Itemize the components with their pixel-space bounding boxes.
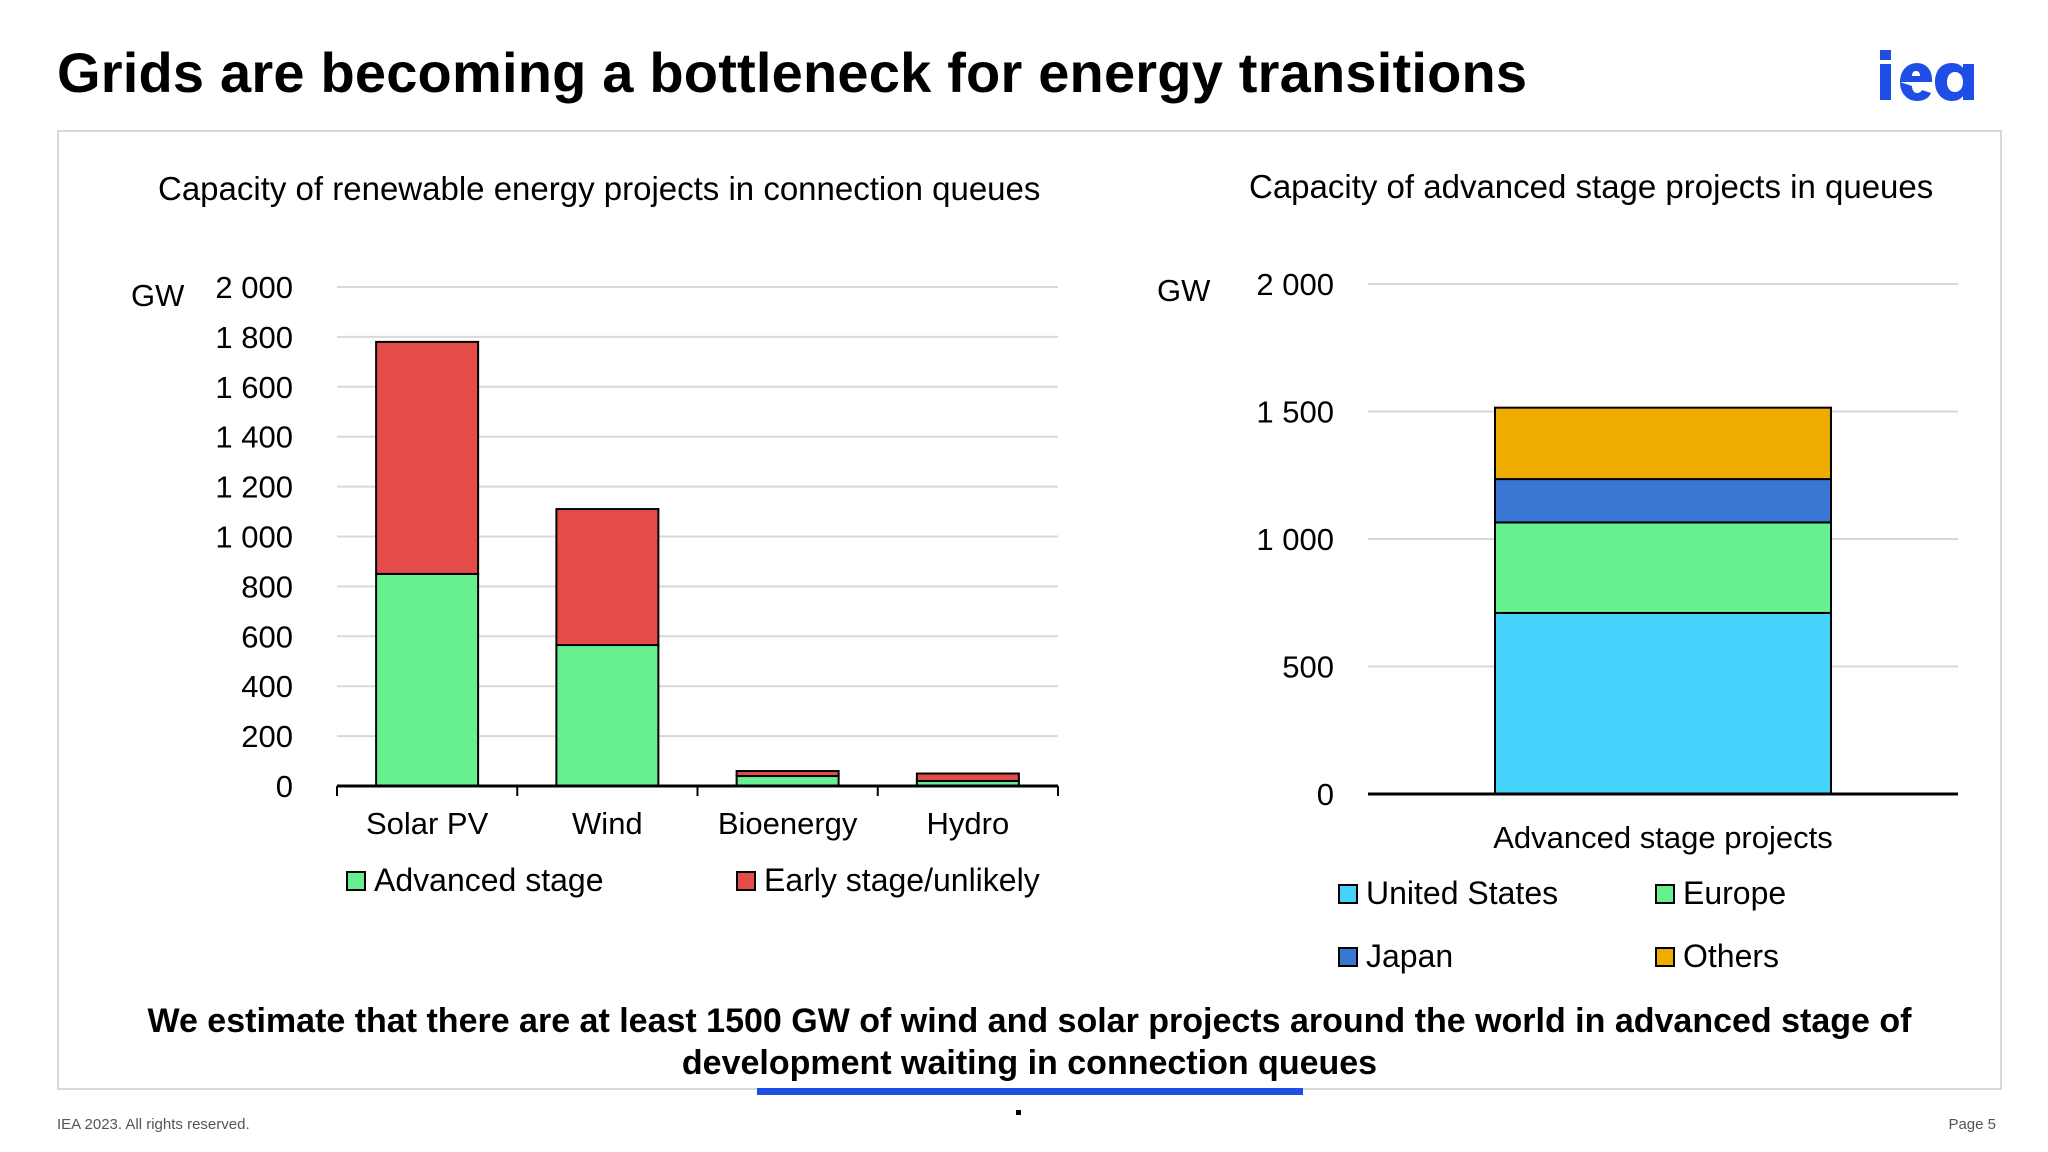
legend-label: Early stage/unlikely	[764, 862, 1040, 898]
accent-underline	[757, 1088, 1303, 1095]
chart2-title: Capacity of advanced stage projects in q…	[1249, 168, 1934, 205]
x-category-label: Solar PV	[366, 806, 489, 841]
bar-segment	[735, 770, 840, 778]
bar-segment	[555, 508, 660, 647]
legend-swatch-us	[1338, 883, 1358, 904]
x-category-label: Hydro	[927, 806, 1010, 841]
bar-segment	[1494, 611, 1832, 796]
bar-segment	[1494, 521, 1832, 614]
legend-swatch-advanced	[346, 870, 366, 891]
chart2-ylabel: GW	[1157, 273, 1211, 308]
legend-swatch-early	[736, 870, 756, 891]
chart1-legend-advanced: Advanced stage	[346, 862, 604, 899]
footer-copyright: IEA 2023. All rights reserved.	[57, 1116, 250, 1133]
iea-logo	[1880, 50, 1974, 101]
y-tick-label: 2 000	[1256, 267, 1334, 302]
x-category-label: Wind	[572, 806, 643, 841]
footer-page-number: Page 5	[1948, 1116, 1996, 1133]
bar-segment	[1494, 406, 1832, 481]
chart2-legend-us: United States	[1338, 875, 1558, 912]
decorative-dot	[1016, 1110, 1021, 1115]
legend-label: United States	[1366, 875, 1559, 911]
y-tick-label: 1 000	[215, 520, 293, 555]
bar-segment	[1494, 478, 1832, 524]
legend-label: Japan	[1366, 938, 1454, 974]
x-category-label: Bioenergy	[718, 806, 858, 841]
legend-swatch-others	[1655, 946, 1675, 967]
chart1-legend-early: Early stage/unlikely	[736, 862, 1040, 899]
y-tick-label: 400	[241, 669, 293, 704]
conclusion-text: We estimate that there are at least 1500…	[147, 1002, 1912, 1082]
y-tick-label: 2 000	[215, 270, 293, 305]
bar-segment	[375, 340, 480, 575]
y-tick-label: 1 500	[1256, 395, 1334, 430]
slide-title: Grids are becoming a bottleneck for ener…	[57, 41, 1528, 104]
chart2-legend-japan: Japan	[1338, 938, 1453, 975]
y-tick-label: 1 400	[215, 420, 293, 455]
legend-label: Europe	[1683, 875, 1787, 911]
chart2-legend-others: Others	[1655, 938, 1779, 975]
chart2-legend-europe: Europe	[1655, 875, 1786, 912]
legend-label: Advanced stage	[374, 862, 604, 898]
y-tick-label: 0	[1317, 777, 1334, 812]
y-tick-label: 1 600	[215, 370, 293, 405]
legend-swatch-europe	[1655, 883, 1675, 904]
x-category-label: Advanced stage projects	[1493, 820, 1833, 855]
y-tick-label: 1 800	[215, 320, 293, 355]
y-tick-label: 200	[241, 719, 293, 754]
bar-segment	[915, 772, 1020, 783]
legend-swatch-japan	[1338, 946, 1358, 967]
y-tick-label: 800	[241, 569, 293, 604]
chart1-title: Capacity of renewable energy projects in…	[158, 170, 1041, 207]
bar-segment	[555, 644, 660, 787]
legend-label: Others	[1683, 938, 1780, 974]
chart1-ylabel: GW	[131, 278, 185, 313]
y-tick-label: 1 200	[215, 470, 293, 505]
y-tick-label: 500	[1282, 650, 1334, 685]
y-tick-label: 600	[241, 619, 293, 654]
y-tick-label: 0	[276, 769, 293, 804]
y-tick-label: 1 000	[1256, 522, 1334, 557]
